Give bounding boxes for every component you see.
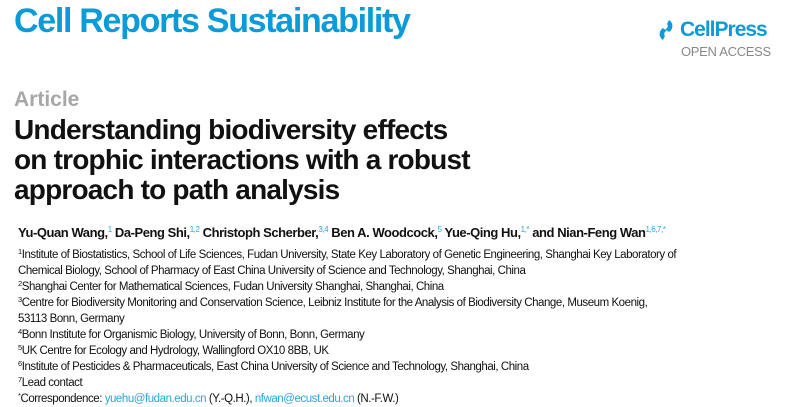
affiliation-1-cont: Chemical Biology, School of Pharmacy of … xyxy=(18,265,526,277)
article-title: Understanding biodiversity effects on tr… xyxy=(14,114,471,205)
cellpress-logo[interactable]: CellPress OPEN ACCESS xyxy=(655,18,785,59)
author[interactable]: Yue-Qing Hu,1,* xyxy=(444,225,530,240)
email-link-nfwan[interactable]: nfwan@ecust.edu.cn xyxy=(254,393,355,405)
affiliation-1: 1Institute of Biostatistics, School of L… xyxy=(18,247,677,261)
affiliations: 1Institute of Biostatistics, School of L… xyxy=(18,247,677,407)
affiliation-2: 2Shanghai Center for Mathematical Scienc… xyxy=(18,279,444,293)
affiliation-5: 5UK Centre for Ecology and Hydrology, Wa… xyxy=(18,343,329,357)
affiliation-6: 6Institute of Pesticides & Pharmaceutica… xyxy=(18,359,529,373)
author[interactable]: Ben A. Woodcock,5 xyxy=(331,225,442,240)
correspondence: *Correspondence: yuehu@fudan.edu.cn (Y.-… xyxy=(18,391,399,405)
article-type: Article xyxy=(14,88,80,111)
affiliation-4: 4Bonn Institute for Organismic Biology, … xyxy=(18,327,365,341)
cellpress-logo-icon xyxy=(659,20,673,40)
affiliation-3: 3Centre for Biodiversity Monitoring and … xyxy=(18,295,648,309)
email-link-yuehu[interactable]: yuehu@fudan.edu.cn xyxy=(104,393,207,405)
journal-title: Cell Reports Sustainability xyxy=(14,2,411,40)
title-line: Understanding biodiversity effects xyxy=(14,114,448,145)
author-list: Yu-Quan Wang,1 Da-Peng Shi,1,2 Christoph… xyxy=(18,225,666,240)
author[interactable]: Yu-Quan Wang,1 xyxy=(18,225,112,240)
title-line: on trophic interactions with a robust xyxy=(14,144,471,175)
author[interactable]: Da-Peng Shi,1,2 xyxy=(114,225,200,240)
author[interactable]: and Nian-Feng Wan1,6,7,* xyxy=(532,225,666,240)
title-line: approach to path analysis xyxy=(14,174,340,205)
cellpress-wordmark: CellPress xyxy=(680,18,768,41)
open-access-label: OPEN ACCESS xyxy=(681,44,771,59)
affiliation-3-cont: 53113 Bonn, Germany xyxy=(18,313,125,325)
lead-contact-note: 7Lead contact xyxy=(18,375,83,389)
author[interactable]: Christoph Scherber,3,4 xyxy=(202,225,329,240)
